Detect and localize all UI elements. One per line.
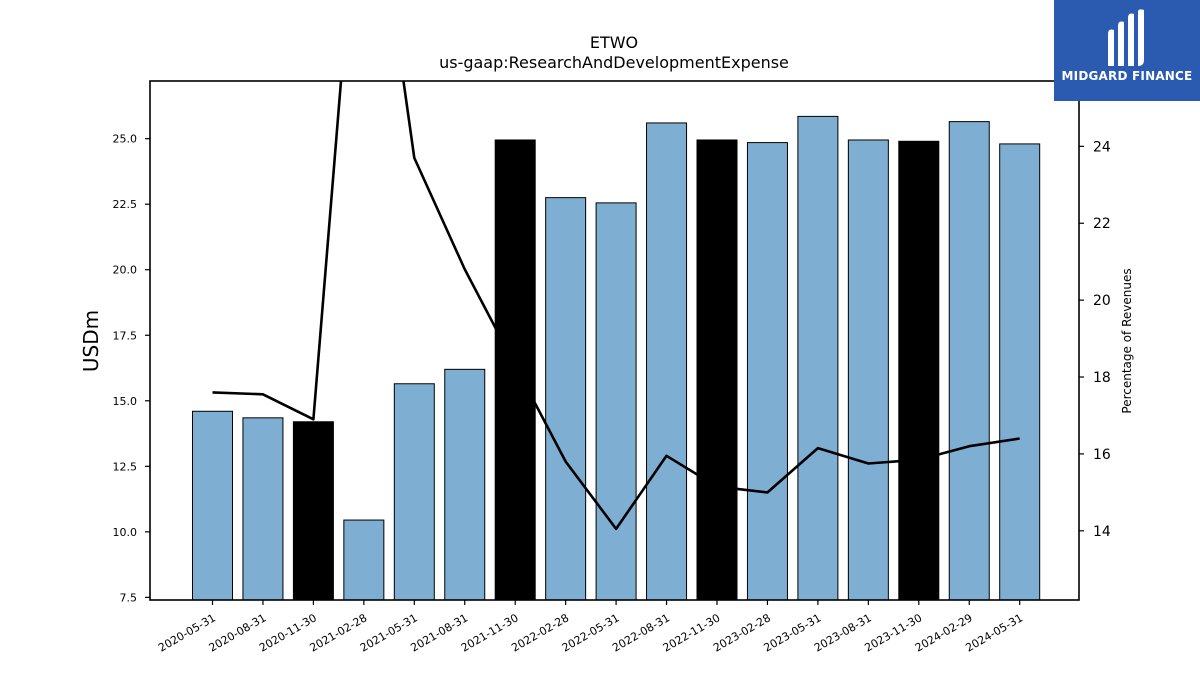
y2-tick-label: 16 [1093, 447, 1111, 463]
y2-tick-label: 24 [1093, 139, 1111, 155]
y2-tick-label: 20 [1093, 293, 1111, 309]
bar-2023-11-30 [898, 140, 940, 601]
y2-axis: 14 16 18 20 22 24 [1079, 139, 1111, 540]
line-series-percentage-of-revenues [212, 81, 1020, 531]
bar-2024-05-31 [999, 143, 1041, 601]
bar-2022-02-28 [545, 197, 587, 601]
bar-2020-08-31 [242, 417, 284, 601]
x-tick-label: 2024-05-31 [963, 611, 1025, 654]
y-axis: 7.5 10.0 12.5 15.0 17.5 20.0 22.5 25.0 [113, 133, 150, 604]
bar-2020-05-31 [192, 410, 233, 601]
y-tick-label: 12.5 [113, 460, 138, 473]
y-tick-label: 20.0 [113, 264, 138, 277]
y-tick-label: 7.5 [120, 591, 138, 604]
plot-frame [149, 80, 1080, 601]
y-tick-label: 10.0 [113, 526, 138, 539]
bar-2021-08-31 [444, 368, 486, 601]
brand-mark-icon [1108, 9, 1144, 67]
bar-2023-05-31 [797, 115, 839, 601]
y-tick-label: 15.0 [113, 395, 138, 408]
y-tick-label: 25.0 [113, 133, 138, 146]
bar-2021-11-30 [494, 139, 536, 601]
brand-name: MIDGARD FINANCE [1061, 69, 1193, 83]
brand-logo: MIDGARD FINANCE [1054, 0, 1200, 101]
y2-tick-label: 14 [1093, 524, 1111, 540]
y-tick-label: 17.5 [113, 329, 138, 342]
x-axis: 2020-05-312020-08-312020-11-302021-02-28… [156, 600, 1025, 655]
bar-2022-11-30 [696, 139, 738, 601]
y-axis-label: USDm [79, 310, 103, 372]
chart-subtitle: us-gaap:ResearchAndDevelopmentExpense [439, 53, 789, 72]
bar-2022-08-31 [646, 122, 688, 601]
line-layer [212, 81, 1020, 531]
bars-group [192, 115, 1041, 601]
y-tick-label: 22.5 [113, 198, 138, 211]
chart-title: ETWO [590, 33, 638, 52]
bar-2023-02-28 [746, 142, 788, 601]
bar-2022-05-31 [595, 202, 637, 601]
bar-2020-11-30 [292, 421, 334, 601]
bar-2021-05-31 [393, 383, 435, 601]
y2-tick-label: 18 [1093, 370, 1111, 386]
bar-2021-02-28 [343, 519, 385, 601]
y2-tick-label: 22 [1093, 216, 1111, 232]
bar-2023-08-31 [847, 139, 889, 601]
bar-2024-02-29 [948, 121, 990, 601]
y2-axis-label: Percentage of Revenues [1120, 268, 1134, 413]
